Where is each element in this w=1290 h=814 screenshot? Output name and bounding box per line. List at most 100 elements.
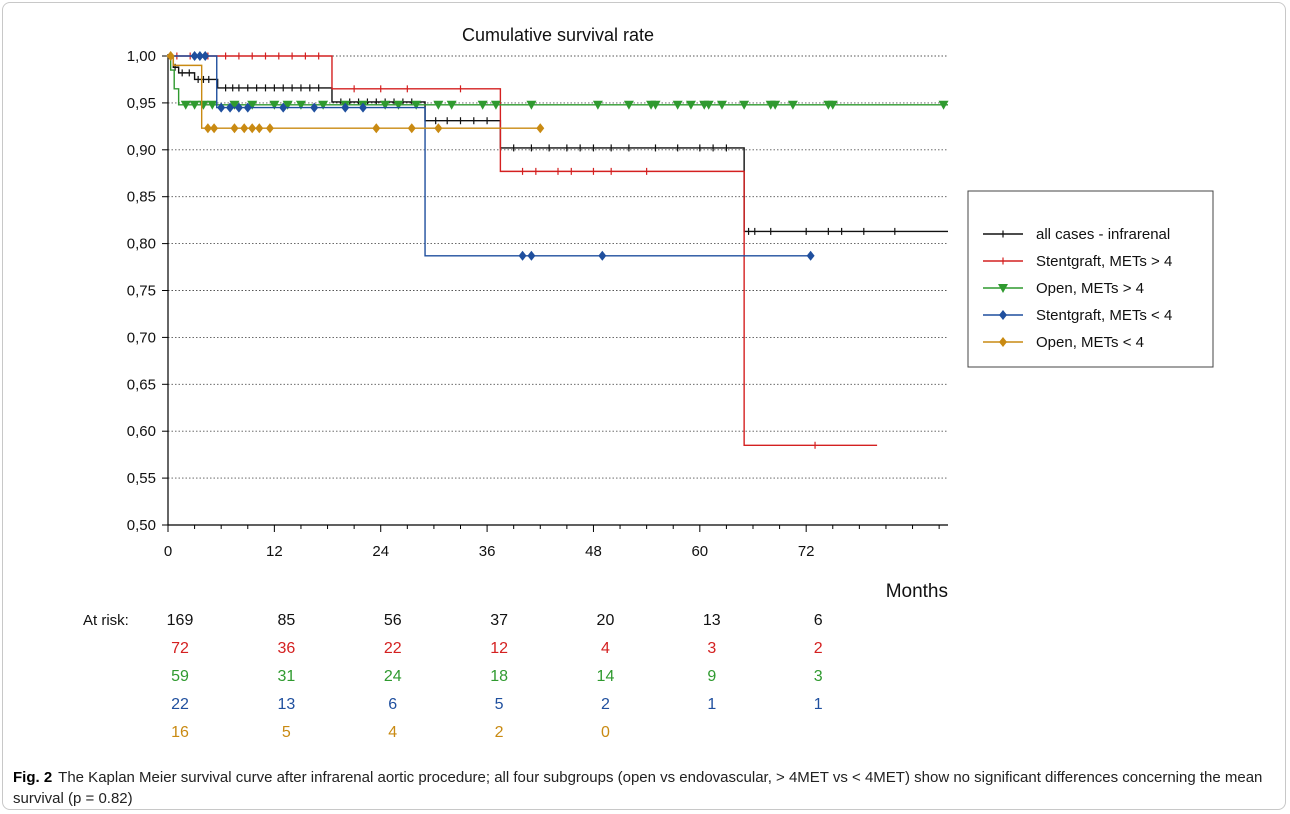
censor-mark [269, 100, 280, 110]
censor-mark [536, 123, 545, 134]
y-tick-label: 0,90 [127, 142, 156, 159]
y-tick-label: 0,60 [127, 423, 156, 440]
series-4 [168, 51, 815, 261]
at-risk-cell: 169 [167, 612, 194, 629]
at-risk-cell: 2 [601, 696, 610, 713]
at-risk-cell: 5 [282, 724, 291, 741]
censor-mark [526, 100, 537, 110]
series-line [168, 55, 948, 106]
caption-text: The Kaplan Meier survival curve after in… [13, 769, 1263, 807]
series-line [168, 55, 948, 233]
at-risk-cell: 1 [707, 696, 716, 713]
at-risk-cell: 85 [277, 612, 295, 629]
censor-mark [770, 100, 781, 110]
censor-mark [203, 123, 212, 134]
y-tick-label: 0,85 [127, 189, 156, 206]
series-3 [168, 55, 949, 110]
censor-mark [229, 100, 240, 110]
y-tick-label: 0,95 [127, 95, 156, 112]
x-tick-label: 12 [266, 543, 283, 560]
x-tick-label: 0 [164, 543, 172, 560]
at-risk-cell: 14 [597, 668, 615, 685]
at-risk-cell: 9 [707, 668, 716, 685]
at-risk-cell: 22 [171, 696, 189, 713]
censor-mark [210, 123, 219, 134]
x-tick-label: 24 [372, 543, 389, 560]
at-risk-cell: 2 [814, 640, 823, 657]
censor-mark [787, 100, 798, 110]
series-line [168, 55, 878, 446]
at-risk-cell: 4 [601, 640, 610, 657]
censor-mark [592, 100, 603, 110]
censor-mark [703, 100, 714, 110]
y-tick-label: 0,70 [127, 329, 156, 346]
censor-mark [265, 123, 274, 134]
censor-mark [407, 123, 416, 134]
at-risk-cell: 6 [388, 696, 397, 713]
series-2 [168, 52, 878, 449]
legend-entry: Open, METs < 4 [1036, 334, 1144, 351]
x-tick-label: 60 [691, 543, 708, 560]
censor-mark [207, 100, 218, 110]
censor-mark [198, 100, 209, 110]
censor-mark [446, 100, 457, 110]
caption-label: Fig. 2 [13, 769, 53, 786]
at-risk-cell: 12 [490, 640, 508, 657]
censor-mark [434, 123, 443, 134]
censor-mark [827, 100, 838, 110]
at-risk-cell: 59 [171, 668, 189, 685]
legend: all cases - infrarenal Stentgraft, METs >… [967, 190, 1214, 368]
at-risk-cell: 22 [384, 640, 402, 657]
series-line [168, 55, 811, 257]
series-1 [168, 55, 948, 235]
legend-marker [999, 337, 1007, 347]
at-risk-cell: 16 [171, 724, 189, 741]
y-tick-label: 0,75 [127, 283, 156, 300]
censor-mark [411, 100, 422, 110]
censor-mark [318, 100, 329, 110]
censor-mark [234, 102, 243, 113]
chart-title: Cumulative survival rate [462, 25, 654, 45]
series-layer [166, 51, 949, 449]
legend-marker [999, 310, 1007, 320]
censor-mark [598, 250, 607, 261]
censor-mark [380, 100, 391, 110]
x-tick-label: 72 [798, 543, 815, 560]
at-risk-table: At risk: 169 85 56 37 20 13 672 36 22 12 4 3 259 31 24 1… [83, 612, 823, 741]
legend-marker [998, 284, 1008, 293]
at-risk-cell: 3 [707, 640, 716, 657]
y-tick-label: 0,55 [127, 470, 156, 487]
censor-mark [806, 250, 815, 261]
censor-mark [372, 123, 381, 134]
censor-mark [477, 100, 488, 110]
censor-mark [180, 100, 191, 110]
at-risk-cell: 56 [384, 612, 402, 629]
censor-mark [739, 100, 750, 110]
censor-mark [490, 100, 501, 110]
censor-mark [359, 102, 367, 113]
series-5 [166, 51, 545, 134]
y-tick-label: 1,00 [127, 48, 156, 65]
censor-mark [282, 100, 293, 110]
censor-mark [217, 102, 226, 113]
censor-mark [243, 102, 252, 113]
axes: Cumulative survival rate 0,50 0,55 0,60 0,65… [127, 25, 948, 602]
legend-entry: Stentgraft, METs < 4 [1036, 307, 1172, 324]
grid-lines [168, 55, 948, 479]
at-risk-cell: 24 [384, 668, 402, 685]
at-risk-cell: 6 [814, 612, 823, 629]
censor-mark [255, 123, 264, 134]
censor-mark [189, 100, 200, 110]
at-risk-cell: 2 [495, 724, 504, 741]
censor-mark [295, 100, 306, 110]
at-risk-cell: 13 [277, 696, 295, 713]
censor-mark [393, 100, 404, 110]
legend-box [967, 190, 1214, 368]
censor-mark [672, 100, 683, 110]
legend-entry: Stentgraft, METs > 4 [1036, 253, 1172, 270]
censor-mark [201, 51, 210, 61]
at-risk-cell: 20 [597, 612, 615, 629]
at-risk-cell: 18 [490, 668, 508, 685]
at-risk-cell: 0 [601, 724, 610, 741]
